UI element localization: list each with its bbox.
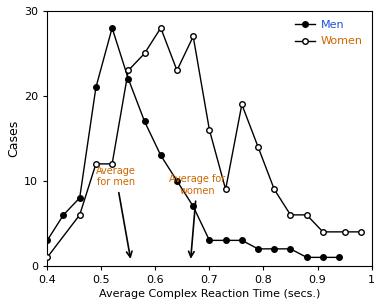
Text: Average for
women: Average for women xyxy=(169,174,225,257)
X-axis label: Average Complex Reaction Time (secs.): Average Complex Reaction Time (secs.) xyxy=(99,289,320,299)
Text: Average
for men: Average for men xyxy=(96,166,136,257)
Y-axis label: Cases: Cases xyxy=(7,120,20,157)
Legend: Men, Women: Men, Women xyxy=(292,17,366,50)
